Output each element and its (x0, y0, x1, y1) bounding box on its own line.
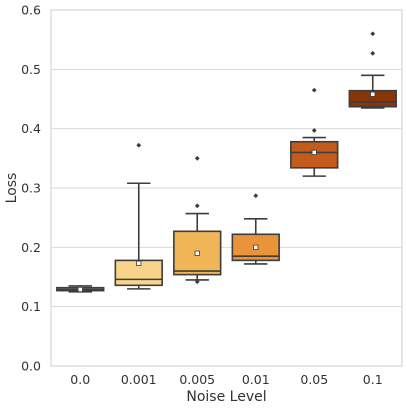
outlier-point (136, 142, 142, 148)
y-tick-label: 0.6 (21, 3, 41, 18)
mean-marker (253, 244, 259, 250)
y-tick-label: 0.5 (21, 62, 41, 77)
box-0.1 (348, 31, 397, 109)
plot-frame (50, 9, 403, 367)
y-tick-label: 0.2 (21, 240, 41, 255)
x-tick-labels: 0.0 0.001 0.005 0.01 0.05 0.1 (70, 372, 382, 387)
y-tick-labels: 0.0 0.1 0.2 0.3 0.4 0.5 0.6 (21, 3, 41, 374)
x-axis-title: Noise Level (186, 389, 266, 405)
outlier-point (370, 31, 376, 37)
box-series (56, 31, 397, 293)
y-tick-label: 0.1 (21, 299, 41, 314)
box-0.005 (173, 155, 222, 285)
outlier-point (194, 203, 200, 209)
y-tick-label: 0.4 (21, 121, 41, 136)
outlier-point (311, 128, 317, 133)
box-0.01 (231, 193, 280, 265)
mean-marker (311, 149, 317, 155)
box-0.001 (114, 142, 163, 290)
box-0.05 (290, 87, 339, 177)
mean-marker (77, 286, 83, 293)
outlier-point (194, 155, 200, 161)
mean-marker (136, 260, 142, 266)
outlier-point (370, 50, 376, 56)
x-tick-label: 0.0 (70, 372, 90, 387)
outlier-point (311, 87, 317, 93)
box-0.0 (56, 285, 105, 293)
mean-marker (194, 250, 200, 256)
outlier-point (253, 193, 259, 199)
outlier-point (194, 279, 200, 285)
x-tick-label: 0.005 (179, 372, 215, 387)
x-tick-label: 0.01 (242, 372, 270, 387)
x-tick-label: 0.001 (121, 372, 157, 387)
x-tick-label: 0.1 (363, 372, 383, 387)
x-tick-label: 0.05 (300, 372, 328, 387)
y-tick-label: 0.0 (21, 359, 41, 374)
y-tick-label: 0.3 (21, 181, 41, 196)
y-axis-title: Loss (4, 173, 20, 204)
mean-marker (370, 91, 376, 97)
